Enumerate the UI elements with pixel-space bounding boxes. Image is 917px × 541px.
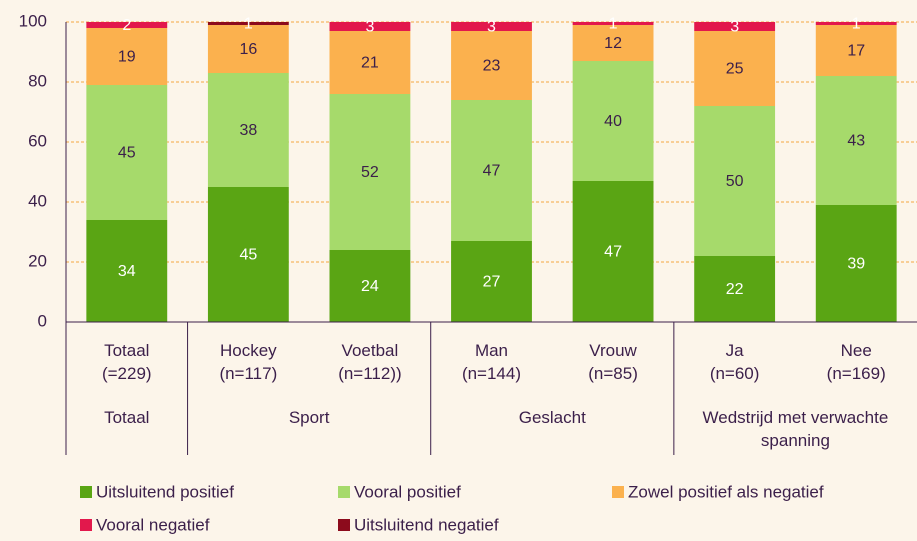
value-label: 50 xyxy=(726,173,744,190)
bar-segment xyxy=(572,181,654,322)
value-label: 1 xyxy=(244,16,253,33)
x-tick-label: Totaal (=229) xyxy=(101,341,152,383)
bar-segment xyxy=(329,250,411,322)
bar-segment xyxy=(572,25,654,61)
value-label: 39 xyxy=(847,256,865,273)
bar-segment xyxy=(329,22,411,31)
value-label: 47 xyxy=(604,244,622,261)
legend-swatch xyxy=(338,519,350,531)
y-tick-label: 40 xyxy=(28,191,47,210)
bar-segment xyxy=(694,106,776,256)
value-label: 2 xyxy=(122,17,131,34)
y-tick-label: 100 xyxy=(19,11,47,30)
bar-segment xyxy=(86,220,168,322)
bar-segment xyxy=(86,22,168,28)
value-label: 43 xyxy=(847,133,865,150)
value-label: 16 xyxy=(239,41,257,58)
bar-segment xyxy=(694,22,776,31)
legend-swatch xyxy=(80,486,92,498)
legend-label: Zowel positief als negatief xyxy=(628,482,824,501)
bar-segment xyxy=(572,22,654,25)
value-label: 25 xyxy=(726,61,744,78)
group-label: Wedstrijd met verwachte spanning xyxy=(702,408,889,450)
y-tick-label: 20 xyxy=(28,251,47,270)
value-label: 27 xyxy=(483,274,501,291)
group-label: Totaal xyxy=(104,408,150,427)
value-label: 1 xyxy=(852,16,861,33)
value-label: 47 xyxy=(483,163,501,180)
x-tick-label: Hockey (n=117) xyxy=(219,341,278,383)
value-label: 45 xyxy=(239,247,257,264)
value-label: 3 xyxy=(730,19,739,36)
bar-segment xyxy=(207,187,289,322)
value-label: 22 xyxy=(726,281,744,298)
bar-segment xyxy=(86,85,168,220)
bar-segment xyxy=(329,31,411,94)
value-label: 24 xyxy=(361,278,379,295)
bar-segment xyxy=(572,61,654,181)
bar-segment xyxy=(207,73,289,187)
bar-segment xyxy=(815,76,897,205)
bar-segment xyxy=(815,22,897,25)
group-label: Geslacht xyxy=(518,408,586,427)
value-label: 3 xyxy=(487,19,496,36)
bar-segment xyxy=(815,25,897,76)
bar-segment xyxy=(451,100,532,241)
legend-swatch xyxy=(338,486,350,498)
legend-label: Vooral positief xyxy=(354,482,461,501)
bar-segment xyxy=(207,22,289,25)
legend-label: Vooral negatief xyxy=(96,515,210,534)
value-label: 17 xyxy=(847,43,865,60)
bar-segment xyxy=(694,31,776,106)
legend-swatch xyxy=(612,486,624,498)
value-label: 12 xyxy=(604,35,622,52)
value-label: 1 xyxy=(609,16,618,33)
bar-segment xyxy=(451,22,532,31)
value-label: 3 xyxy=(365,19,374,36)
x-tick-label: Vrouw (n=85) xyxy=(588,341,638,383)
value-label: 38 xyxy=(239,122,257,139)
bar-segment xyxy=(207,25,289,73)
bar-segment xyxy=(451,241,532,322)
group-label: Sport xyxy=(288,408,330,427)
y-tick-label: 0 xyxy=(38,311,47,330)
legend-label: Uitsluitend negatief xyxy=(354,515,499,534)
bar-segment xyxy=(815,205,897,322)
bar-segment xyxy=(694,256,776,322)
y-tick-label: 80 xyxy=(28,71,47,90)
x-tick-label: Voetbal (n=112)) xyxy=(338,341,402,383)
legend-label: Uitsluitend positief xyxy=(96,482,234,501)
bar-segment xyxy=(451,31,532,100)
value-label: 19 xyxy=(118,49,136,66)
value-label: 40 xyxy=(604,113,622,130)
bar-segment xyxy=(329,94,411,250)
x-tick-label: Man (n=144) xyxy=(461,341,522,383)
bar-segment xyxy=(86,28,168,85)
value-label: 21 xyxy=(361,55,379,72)
legend-swatch xyxy=(80,519,92,531)
value-label: 52 xyxy=(361,164,379,181)
x-tick-label: Nee (n=169) xyxy=(826,341,886,383)
value-label: 34 xyxy=(118,263,136,280)
value-label: 45 xyxy=(118,145,136,162)
x-tick-label: Ja (n=60) xyxy=(709,341,760,383)
value-label: 23 xyxy=(483,58,501,75)
y-tick-label: 60 xyxy=(28,131,47,150)
